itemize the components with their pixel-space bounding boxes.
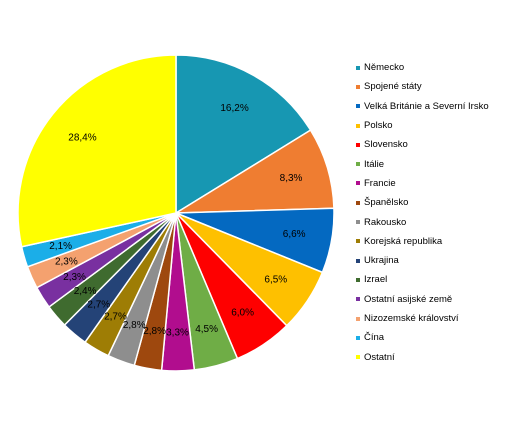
legend-swatch	[356, 181, 360, 186]
legend-swatch	[356, 239, 360, 244]
legend-swatch	[356, 335, 360, 340]
legend-swatch	[356, 123, 360, 128]
slice-value-label: 2,8%	[143, 326, 166, 337]
legend-item: Spojené státy	[356, 77, 516, 96]
slice-value-label: 2,7%	[87, 300, 110, 311]
legend-swatch	[356, 355, 360, 360]
legend-item: Slovensko	[356, 135, 516, 154]
slice-value-label: 6,5%	[264, 274, 287, 285]
slice-value-label: 2,8%	[123, 320, 146, 331]
legend-label: Spojené státy	[364, 81, 422, 93]
legend-item: Itálie	[356, 154, 516, 173]
legend-item: Nizozemské království	[356, 309, 516, 328]
legend-item: Izrael	[356, 270, 516, 289]
legend-swatch	[356, 277, 360, 282]
legend-swatch	[356, 104, 360, 109]
legend-label: Francie	[364, 177, 396, 189]
legend-item: Rakousko	[356, 212, 516, 231]
slice-value-label: 4,5%	[195, 324, 218, 335]
slice-value-label: 6,6%	[283, 229, 306, 240]
legend-label: Čína	[364, 332, 385, 344]
legend-item: Německo	[356, 58, 516, 77]
legend-swatch	[356, 142, 360, 147]
pie-slice	[175, 54, 312, 215]
legend-swatch	[356, 297, 360, 302]
legend-swatch	[356, 162, 360, 167]
legend-label: Nizozemské království	[364, 313, 459, 324]
slice-value-label: 8,3%	[280, 173, 303, 184]
legend-item: Ukrajina	[356, 251, 516, 270]
pie-slice	[17, 54, 177, 248]
legend-item: Čína	[356, 328, 516, 347]
slice-value-label: 2,3%	[63, 272, 86, 283]
legend-item: Ostatní	[356, 347, 516, 366]
slice-value-label: 28,4%	[68, 132, 96, 143]
legend-swatch	[356, 84, 360, 89]
legend-swatch	[356, 200, 360, 205]
slices-group	[17, 54, 335, 372]
slice-value-label: 3,3%	[166, 328, 189, 339]
legend-label: Španělsko	[364, 197, 409, 209]
legend-label: Korejská republika	[364, 235, 443, 247]
legend-label: Polsko	[364, 120, 393, 132]
legend-label: Ostatní	[364, 351, 395, 363]
legend-item: Polsko	[356, 116, 516, 135]
legend-label: Itálie	[364, 158, 385, 170]
slice-value-label: 2,7%	[104, 311, 127, 322]
legend-item: Ostatní asijské země	[356, 290, 516, 309]
legend: Německo Spojené státy Velká Británie a Sev…	[356, 58, 516, 367]
slice-value-label: 16,2%	[220, 103, 248, 114]
legend-label: Ukrajina	[364, 255, 399, 267]
legend-item: Velká Británie a Severní Irsko	[356, 97, 516, 116]
legend-label: Německo	[364, 62, 405, 74]
legend-swatch	[356, 220, 360, 225]
legend-label: Velká Británie a Severní Irsko	[364, 100, 489, 112]
legend-swatch	[356, 258, 360, 263]
legend-label: Izrael	[364, 274, 388, 286]
legend-label: Ostatní asijské země	[364, 293, 453, 305]
legend-label: Rakousko	[364, 216, 407, 228]
legend-item: Španělsko	[356, 193, 516, 212]
legend-swatch	[356, 65, 360, 70]
slice-value-label: 2,3%	[55, 257, 78, 268]
pie-chart: 16,2%8,3%6,6%6,5%6,0%4,5%3,3%2,8%2,8%2,7…	[17, 54, 335, 372]
legend-item: Korejská republika	[356, 232, 516, 251]
slice-labels-group: 16,2%8,3%6,6%6,5%6,0%4,5%3,3%2,8%2,8%2,7…	[49, 103, 305, 339]
slice-value-label: 2,4%	[74, 286, 97, 297]
slice-value-label: 6,0%	[231, 308, 254, 319]
slice-value-label: 2,1%	[49, 241, 72, 252]
legend-item: Francie	[356, 174, 516, 193]
legend-label: Slovensko	[364, 139, 408, 151]
legend-swatch	[356, 316, 360, 321]
